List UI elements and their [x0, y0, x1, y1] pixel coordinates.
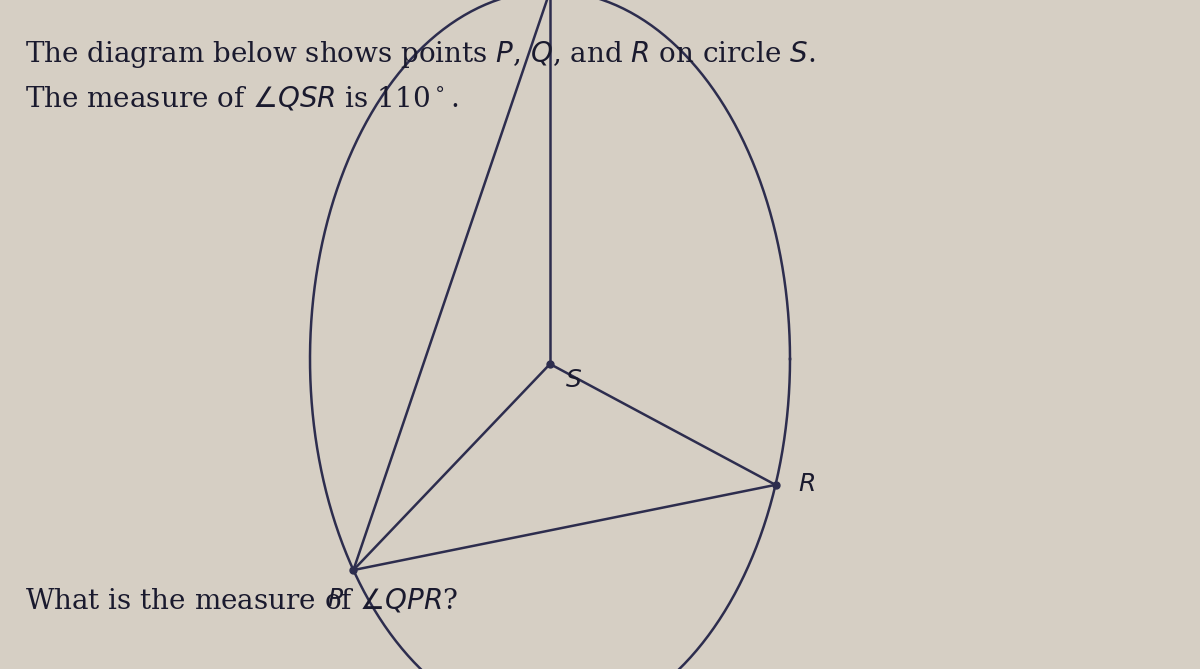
Text: The measure of $\angle QSR$ is 110$^\circ$.: The measure of $\angle QSR$ is 110$^\cir…: [25, 84, 458, 112]
Text: The diagram below shows points $P$, $Q$, and $R$ on circle $S$.: The diagram below shows points $P$, $Q$,…: [25, 39, 816, 70]
Text: What is the measure of $\angle QPR$?: What is the measure of $\angle QPR$?: [25, 586, 458, 614]
Text: $S$: $S$: [565, 369, 582, 392]
Text: $R$: $R$: [798, 474, 815, 496]
Text: $P$: $P$: [326, 588, 344, 611]
